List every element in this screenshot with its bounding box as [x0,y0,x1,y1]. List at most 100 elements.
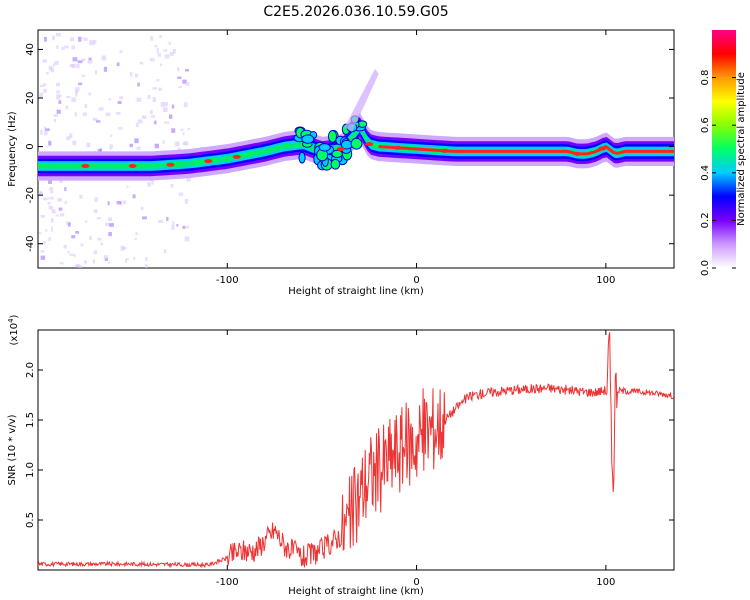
noise-speckle [105,112,111,117]
noise-speckle [154,143,159,149]
spectrogram-x-label: Height of straight line (km) [288,286,424,297]
noise-speckle [163,49,168,52]
y-tick-label: 0.5 [25,512,36,528]
noise-speckle [80,243,84,247]
noise-speckle [58,207,63,211]
noise-speckle [79,194,83,199]
noise-speckle [74,264,79,268]
noise-speckle [82,112,88,116]
y-tick-label: 20 [25,92,36,105]
noise-speckle [149,58,155,62]
noise-speckle [134,237,137,240]
noise-speckle [56,96,61,100]
spectral-hotspot [336,147,345,151]
noise-speckle [150,115,156,118]
noise-speckle [50,196,54,200]
noise-speckle [147,182,151,187]
noise-speckle [55,214,59,217]
noise-speckle [139,61,144,65]
noise-speckle [169,51,174,57]
noise-speckle [75,90,79,93]
noise-speckle [158,219,164,223]
noise-speckle [48,140,52,146]
noise-speckle [67,250,70,254]
noise-speckle [81,74,85,77]
noise-speckle [92,259,96,264]
y-tick-label: 1.0 [25,462,36,478]
noise-speckle [96,217,102,220]
noise-speckle [110,134,113,137]
colorbar-ticks: 0.0 0.2 0.4 0.6 0.8 [700,70,736,276]
spectral-hotspot [204,159,213,164]
ridge-band-cyan [38,122,674,171]
snr-y-multiplier: (x104) [7,314,20,345]
noise-speckle [88,92,91,96]
noise-speckle [145,264,148,268]
noise-speckle [116,62,120,67]
noise-speckle [75,231,80,234]
noise-speckle [50,218,54,223]
noise-speckle [108,232,112,237]
noise-speckle [53,114,59,117]
y-tick-label: 1.5 [25,412,36,428]
noise-speckle [174,141,180,147]
noise-speckle [162,140,165,145]
noise-speckle [180,128,184,131]
noise-speckle [78,36,82,42]
noise-speckle [152,97,156,103]
noise-speckle [45,229,48,232]
noise-speckle [57,197,62,202]
noise-speckle [172,49,176,54]
y-tick-label: 2.0 [25,362,36,378]
spectral-hotspot [128,164,137,168]
spectral-hotspot [440,148,449,153]
noise-speckle [75,87,80,92]
noise-speckle [83,260,87,264]
noise-speckle [40,215,46,218]
noise-speckle [141,115,147,119]
noise-speckle [122,200,127,205]
noise-speckle [142,216,147,220]
noise-speckle [44,128,50,131]
colorbar-tick-label: 0.2 [700,212,711,228]
noise-speckle [108,98,112,101]
noise-speckle [182,225,186,229]
noise-speckle [49,187,54,191]
spectral-hotspot [81,164,90,168]
colorbar-tick-label: 0.6 [700,117,711,133]
noise-speckle [100,242,104,246]
noise-speckle [72,57,78,62]
snr-series-line [38,332,674,569]
noise-speckle [163,249,167,254]
noise-speckle [93,209,98,214]
noise-speckle [58,100,62,104]
noise-speckle [164,121,170,124]
noise-speckle [51,226,54,232]
noise-speckle [118,127,123,130]
noise-speckle [69,133,73,138]
noise-speckle [70,37,75,42]
x-tick-label: -100 [216,577,239,588]
spectrogram-panel: -100 0 100 -40 -20 0 20 40 Height of straight … [7,29,675,297]
noise-speckle [72,140,77,146]
colorbar-tick-label: 0.8 [700,70,711,86]
noise-speckle [187,127,190,131]
noise-speckle [156,47,159,53]
noise-speckle [135,73,139,78]
noise-speckle [63,244,67,249]
noise-speckle [56,90,60,94]
noise-speckle [43,241,46,245]
noise-speckle [50,190,54,194]
noise-speckle [77,60,83,64]
noise-speckle [125,258,129,261]
colorbar: 0.0 0.2 0.4 0.6 0.8 Normalized spectral ampl… [700,30,747,276]
noise-speckle [150,36,154,41]
noise-speckle [152,87,158,90]
noise-speckle [144,257,148,261]
noise-speckle [115,111,121,115]
noise-speckle [171,128,176,133]
x-tick-label: 100 [596,577,615,588]
noise-speckle [185,68,189,72]
noise-speckle [64,200,67,205]
noise-speckle [93,39,97,44]
